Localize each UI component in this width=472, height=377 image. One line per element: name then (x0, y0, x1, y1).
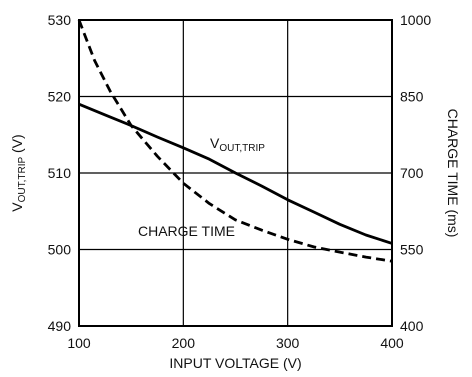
y-right-tick-label: 550 (400, 242, 424, 258)
charge-time-series-label: CHARGE TIME (138, 223, 235, 239)
x-axis-label: INPUT VOLTAGE (V) (169, 355, 301, 371)
x-tick-label: 300 (276, 335, 300, 351)
y-left-tick-label: 500 (48, 242, 72, 258)
y-right-axis-label: CHARGE TIME (ms) (445, 109, 461, 238)
y-right-tick-label: 400 (400, 318, 424, 334)
charge-time-line (77, 19, 393, 263)
tick-labels: 100 200 300 400 490 500 510 520 530 400 550 700 850 1… (48, 12, 432, 351)
y-left-tick-label: 490 (48, 318, 72, 334)
vout-trip-line (78, 102, 393, 245)
series-layer (77, 19, 393, 263)
y-left-tick-label: 530 (48, 12, 72, 28)
x-tick-label: 200 (172, 335, 196, 351)
y-right-tick-label: 1000 (400, 12, 431, 28)
x-tick-label: 400 (380, 335, 404, 351)
x-tick-label: 100 (67, 335, 91, 351)
y-left-tick-label: 520 (48, 89, 72, 105)
y-left-axis-label: VOUT,TRIP (V) (9, 134, 28, 211)
vout-trip-series-label: VOUT,TRIP (210, 135, 265, 154)
plot-frame (78, 19, 393, 327)
y-left-tick-label: 510 (48, 165, 72, 181)
grid (79, 20, 392, 326)
y-right-tick-label: 700 (400, 165, 424, 181)
y-right-tick-label: 850 (400, 89, 424, 105)
